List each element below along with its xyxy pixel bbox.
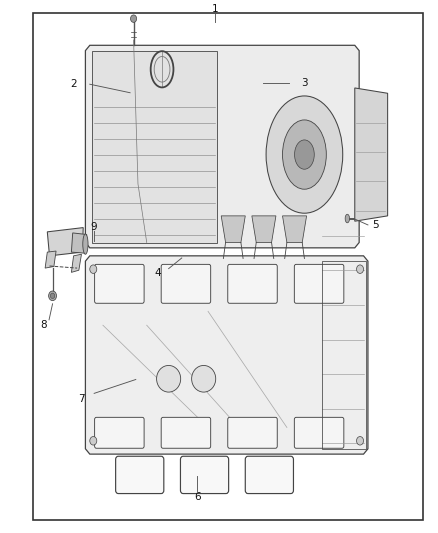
Polygon shape	[355, 88, 388, 221]
Polygon shape	[71, 254, 81, 272]
Text: 3: 3	[301, 78, 308, 87]
Ellipse shape	[192, 366, 215, 392]
Ellipse shape	[83, 234, 88, 254]
Text: 4: 4	[154, 268, 161, 278]
Ellipse shape	[294, 140, 314, 169]
Ellipse shape	[283, 120, 326, 189]
Ellipse shape	[357, 265, 364, 273]
Polygon shape	[221, 216, 245, 243]
FancyBboxPatch shape	[245, 456, 293, 494]
FancyBboxPatch shape	[161, 264, 211, 303]
FancyBboxPatch shape	[294, 417, 344, 448]
Text: 5: 5	[372, 220, 379, 230]
FancyBboxPatch shape	[180, 456, 229, 494]
Ellipse shape	[266, 96, 343, 213]
FancyBboxPatch shape	[228, 417, 277, 448]
Text: 2: 2	[70, 79, 77, 89]
Text: 7: 7	[78, 394, 85, 403]
Ellipse shape	[345, 214, 350, 223]
Ellipse shape	[50, 293, 55, 298]
Text: 9: 9	[91, 222, 98, 231]
Text: 1: 1	[212, 4, 219, 13]
Bar	[92, 51, 217, 243]
Ellipse shape	[131, 15, 137, 22]
Text: 6: 6	[194, 492, 201, 502]
FancyBboxPatch shape	[228, 264, 277, 303]
FancyBboxPatch shape	[95, 417, 144, 448]
Polygon shape	[85, 256, 368, 454]
Ellipse shape	[49, 291, 57, 301]
Ellipse shape	[357, 437, 364, 445]
Polygon shape	[85, 45, 359, 248]
FancyBboxPatch shape	[116, 456, 164, 494]
Text: 8: 8	[40, 320, 47, 330]
FancyBboxPatch shape	[95, 264, 144, 303]
Polygon shape	[252, 216, 276, 243]
FancyBboxPatch shape	[294, 264, 344, 303]
Ellipse shape	[90, 265, 97, 273]
Polygon shape	[283, 216, 307, 243]
Polygon shape	[71, 233, 87, 253]
Ellipse shape	[90, 437, 97, 445]
FancyBboxPatch shape	[161, 417, 211, 448]
Polygon shape	[47, 228, 83, 256]
Ellipse shape	[157, 366, 180, 392]
Bar	[33, 13, 423, 520]
Polygon shape	[45, 251, 56, 268]
